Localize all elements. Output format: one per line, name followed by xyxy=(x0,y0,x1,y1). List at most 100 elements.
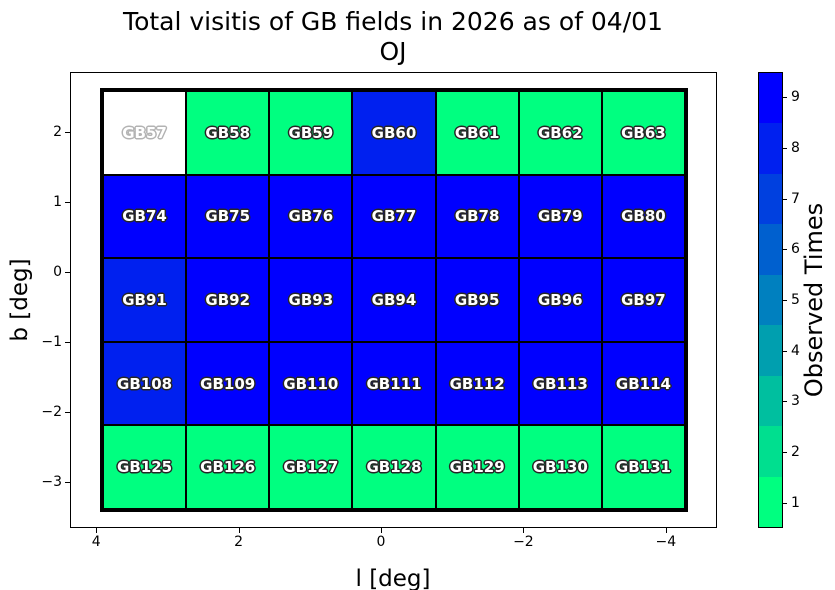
chart-title-line2: OJ xyxy=(379,37,407,66)
field-label: GB58 xyxy=(205,123,251,142)
field-cell-GB77: GB77 xyxy=(352,174,436,259)
field-cell-GB130: GB130 xyxy=(518,425,602,509)
field-label: GB129 xyxy=(449,458,505,477)
field-label: GB57 xyxy=(122,123,167,142)
chart-title-line1: Total visitis of GB fields in 2026 as of… xyxy=(123,7,663,36)
y-tick-label: 2 xyxy=(53,124,62,140)
colorbar-label: Observed Times xyxy=(800,202,828,398)
x-tick-label: 2 xyxy=(234,534,244,550)
y-tick-mark xyxy=(65,342,70,343)
field-label: GB91 xyxy=(122,290,167,309)
field-label: GB78 xyxy=(454,207,500,226)
y-tick-label: 1 xyxy=(53,194,62,210)
colorbar-tick-label: 9 xyxy=(791,89,800,106)
field-label: GB128 xyxy=(366,458,422,477)
colorbar-tick-label: 7 xyxy=(791,190,800,207)
colorbar-tick-label: 3 xyxy=(791,393,800,410)
field-cell-GB79: GB79 xyxy=(518,174,602,259)
colorbar-segment-2 xyxy=(759,426,782,477)
field-label: GB97 xyxy=(621,290,666,309)
field-label: GB80 xyxy=(621,207,666,226)
field-label: GB63 xyxy=(621,123,666,142)
field-label: GB74 xyxy=(122,207,167,226)
field-cell-GB61: GB61 xyxy=(435,91,519,175)
field-label: GB92 xyxy=(205,290,251,309)
field-cell-GB63: GB63 xyxy=(601,91,685,175)
field-label: GB95 xyxy=(454,290,500,309)
colorbar-segment-9 xyxy=(759,73,782,124)
field-cell-GB57: GB57 xyxy=(103,91,187,175)
colorbar-tick-label: 2 xyxy=(791,444,800,460)
field-cell-GB58: GB58 xyxy=(186,91,270,175)
field-label: GB94 xyxy=(371,290,417,309)
field-label: GB130 xyxy=(532,458,588,477)
colorbar-tick-mark xyxy=(783,249,787,251)
colorbar-tick-mark xyxy=(783,502,787,504)
field-cell-GB95: GB95 xyxy=(435,258,519,342)
x-axis-label: l [deg] xyxy=(355,566,431,590)
field-label: GB125 xyxy=(117,458,173,477)
colorbar-tick-mark xyxy=(783,198,787,200)
y-tick-mark xyxy=(65,272,70,273)
colorbar-segment-5 xyxy=(759,274,782,326)
chart-title: Total visitis of GB fields in 2026 as of… xyxy=(123,7,663,67)
field-label: GB108 xyxy=(117,374,173,393)
field-cell-GB114: GB114 xyxy=(601,341,685,426)
x-tick-label: 0 xyxy=(376,534,386,550)
field-cell-GB110: GB110 xyxy=(269,341,353,426)
y-tick-mark xyxy=(65,482,70,483)
colorbar-tick-label: 6 xyxy=(791,241,800,258)
x-tick-mark xyxy=(96,528,98,533)
field-label: GB76 xyxy=(288,207,334,226)
x-tick-mark xyxy=(381,528,382,533)
field-cell-GB128: GB128 xyxy=(352,425,436,509)
field-cell-GB112: GB112 xyxy=(435,341,519,426)
x-tick-label: −2 xyxy=(513,534,534,550)
field-cell-GB125: GB125 xyxy=(103,425,187,509)
field-cell-GB93: GB93 xyxy=(269,258,353,342)
field-cell-GB97: GB97 xyxy=(601,258,685,342)
field-grid: GB57 GB58 GB59 GB60 GB61 GB62 GB63 GB74 GB75 GB76… xyxy=(100,88,688,512)
x-tick-label: 4 xyxy=(91,534,101,550)
field-cell-GB127: GB127 xyxy=(269,425,353,509)
field-cell-GB108: GB108 xyxy=(103,341,187,426)
field-cell-GB92: GB92 xyxy=(186,258,270,342)
field-cell-GB76: GB76 xyxy=(269,174,353,259)
y-tick-mark xyxy=(65,202,70,203)
colorbar-segment-6 xyxy=(759,224,782,275)
field-label: GB60 xyxy=(371,123,417,142)
field-cell-GB131: GB131 xyxy=(601,425,685,509)
y-tick-label: −2 xyxy=(41,404,62,420)
field-cell-GB59: GB59 xyxy=(269,91,353,175)
field-cell-GB80: GB80 xyxy=(601,174,685,259)
colorbar-segment-4 xyxy=(759,325,782,376)
field-cell-GB109: GB109 xyxy=(186,341,270,426)
field-cell-GB91: GB91 xyxy=(103,258,187,342)
field-label: GB79 xyxy=(537,207,583,226)
field-label: GB75 xyxy=(205,207,251,226)
field-label: GB112 xyxy=(449,374,505,393)
colorbar-tick-mark xyxy=(783,350,787,352)
colorbar-tick-mark xyxy=(783,401,787,403)
field-cell-GB126: GB126 xyxy=(186,425,270,509)
colorbar-segment-1 xyxy=(759,476,782,527)
field-label: GB126 xyxy=(200,458,256,477)
colorbar-segment-3 xyxy=(759,375,782,427)
x-tick-mark xyxy=(523,528,525,533)
colorbar-tick-label: 1 xyxy=(791,494,800,511)
field-cell-GB129: GB129 xyxy=(435,425,519,509)
field-cell-GB111: GB111 xyxy=(352,341,436,426)
colorbar-tick-label: 5 xyxy=(791,292,800,308)
field-label: GB62 xyxy=(537,123,583,142)
field-label: GB61 xyxy=(454,123,500,142)
field-label: GB59 xyxy=(288,123,334,142)
field-label: GB131 xyxy=(615,458,671,477)
field-cell-GB96: GB96 xyxy=(518,258,602,342)
y-tick-label: 0 xyxy=(53,264,62,280)
field-cell-GB74: GB74 xyxy=(103,174,187,259)
field-cell-GB78: GB78 xyxy=(435,174,519,259)
colorbar-tick-mark xyxy=(783,452,787,453)
x-tick-mark xyxy=(238,528,240,533)
y-tick-mark xyxy=(65,132,70,133)
